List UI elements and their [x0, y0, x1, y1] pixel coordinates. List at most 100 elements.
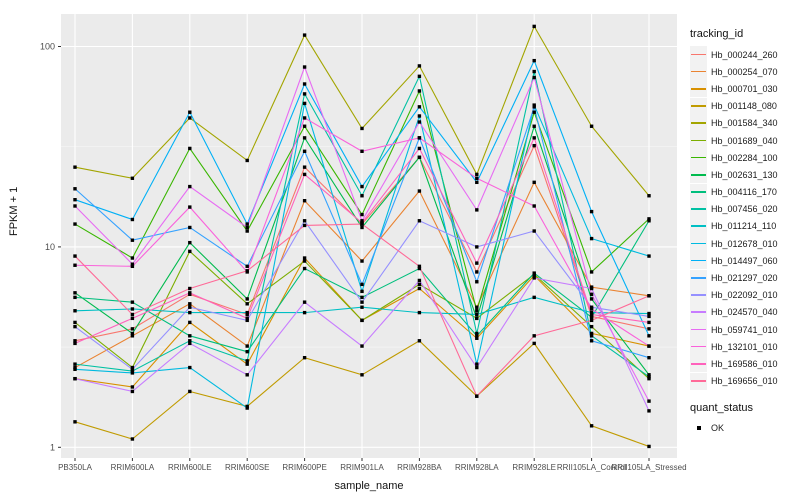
data-point	[647, 311, 651, 316]
legend-item-Hb_002631_130: Hb_002631_130	[690, 166, 798, 184]
data-point	[130, 312, 135, 317]
x-tick-label: RRIM901LA	[340, 463, 384, 472]
legend-item-Hb_014497_060: Hb_014497_060	[690, 252, 798, 270]
data-point	[73, 376, 77, 381]
data-point	[360, 126, 364, 131]
data-point	[360, 194, 364, 198]
legend-quant-section: quant_status OK	[690, 402, 798, 437]
legend-key-line-icon	[690, 269, 707, 287]
legend-color-line	[691, 139, 706, 142]
data-point	[589, 209, 594, 214]
data-point	[130, 389, 135, 394]
legend-key-line-icon	[690, 97, 707, 115]
legend-item-label: Hb_132101_010	[711, 341, 778, 352]
legend-item-quant-OK: OK	[690, 420, 798, 437]
data-point	[589, 312, 594, 317]
data-point	[302, 136, 307, 140]
legend-color-line	[691, 87, 706, 90]
data-point	[302, 310, 307, 315]
legend-color-line	[691, 328, 706, 331]
legend-color-line	[691, 173, 706, 176]
data-point	[188, 341, 192, 346]
data-point	[647, 194, 651, 198]
legend-quant-entries: OK	[690, 420, 798, 437]
legend-key-line-icon	[690, 217, 707, 235]
data-point	[245, 158, 249, 163]
data-point	[73, 254, 77, 258]
data-point	[475, 316, 479, 321]
legend-color-line	[691, 345, 706, 348]
data-point	[73, 365, 77, 370]
data-point	[532, 143, 536, 148]
x-tick-label: RRIM600SE	[225, 463, 269, 472]
data-point	[188, 110, 192, 114]
legend-item-Hb_001148_080: Hb_001148_080	[690, 97, 798, 115]
data-point	[130, 385, 135, 389]
data-point	[245, 344, 249, 348]
x-tick-label: RRIM928LE	[512, 463, 556, 472]
y-tick-label: 1	[50, 442, 55, 452]
data-point	[647, 344, 651, 348]
legend-color-line	[691, 53, 706, 56]
data-point	[302, 65, 307, 69]
legend-item-Hb_001584_340: Hb_001584_340	[690, 114, 798, 132]
data-point	[647, 334, 651, 338]
data-point	[73, 362, 77, 366]
data-point	[245, 302, 249, 306]
data-point	[245, 359, 249, 363]
data-point	[302, 266, 307, 271]
legend-item-Hb_011214_110: Hb_011214_110	[690, 217, 798, 235]
legend-key-line-icon	[690, 63, 707, 81]
data-point	[417, 64, 422, 68]
data-point	[73, 187, 77, 191]
data-point	[130, 369, 135, 373]
data-point	[475, 365, 479, 370]
data-point	[188, 305, 192, 309]
data-point	[302, 82, 307, 86]
data-point	[589, 307, 594, 311]
x-tick-label: PB350LA	[58, 463, 92, 472]
legend-color-line	[691, 70, 706, 73]
legend-item-label: Hb_000701_030	[711, 83, 778, 94]
legend-item-label: Hb_011214_110	[711, 221, 777, 232]
data-point	[647, 320, 651, 325]
legend-key-line-icon	[690, 166, 707, 184]
legend-item-Hb_000254_070: Hb_000254_070	[690, 63, 798, 81]
data-point	[188, 389, 192, 394]
data-point	[360, 344, 364, 348]
data-point	[302, 300, 307, 304]
data-point	[475, 280, 479, 284]
legend-item-label: Hb_001148_080	[711, 101, 777, 112]
data-point	[532, 271, 536, 275]
data-point	[188, 286, 192, 291]
x-tick-label: RRIM928BA	[397, 463, 442, 472]
data-point	[360, 219, 364, 223]
data-point	[417, 310, 422, 315]
legend-key-line-icon	[690, 183, 707, 201]
data-point	[245, 269, 249, 273]
data-point	[417, 120, 422, 124]
data-point	[417, 189, 422, 193]
data-point	[302, 92, 307, 96]
legend-item-Hb_022092_010: Hb_022092_010	[690, 286, 798, 304]
data-point	[360, 289, 364, 294]
data-point	[188, 240, 192, 245]
legend-color-line	[691, 259, 706, 262]
data-point	[360, 184, 364, 189]
data-point	[475, 261, 479, 265]
data-point	[532, 110, 536, 114]
data-point	[130, 256, 135, 260]
legend-key-line-icon	[690, 132, 707, 150]
legend-item-Hb_169586_010: Hb_169586_010	[690, 355, 798, 373]
legend-item-Hb_132101_010: Hb_132101_010	[690, 338, 798, 356]
data-point	[532, 229, 536, 233]
data-point	[532, 295, 536, 300]
data-point	[302, 223, 307, 228]
data-point	[417, 146, 422, 151]
data-point	[360, 318, 364, 323]
data-point	[302, 101, 307, 106]
legend-color-line	[691, 362, 706, 365]
y-tick-label: 10	[45, 242, 55, 252]
data-point	[245, 349, 249, 354]
